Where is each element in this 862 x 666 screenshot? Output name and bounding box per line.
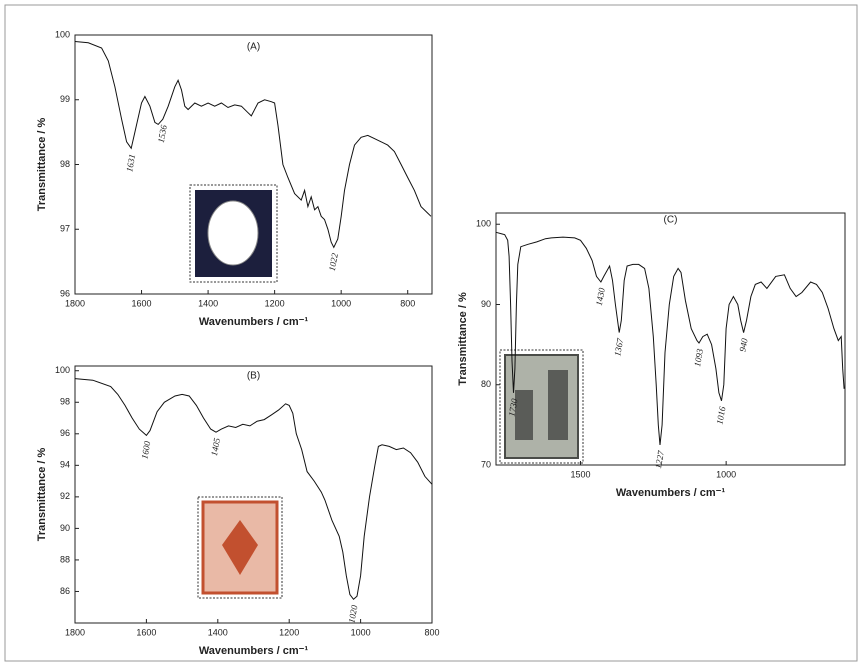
figure-frame: [5, 5, 857, 661]
x-tick-label: 1200: [265, 298, 285, 308]
y-tick-label: 98: [60, 159, 70, 169]
y-tick-label: 70: [481, 459, 491, 469]
y-tick-label: 80: [481, 379, 491, 389]
y-tick-label: 86: [60, 586, 70, 596]
y-tick-label: 94: [60, 460, 70, 470]
x-tick-label: 1000: [331, 298, 351, 308]
y-tick-label: 92: [60, 491, 70, 501]
y-tick-label: 100: [55, 29, 70, 39]
x-tick-label: 1000: [716, 469, 736, 479]
y-tick-label: 97: [60, 224, 70, 234]
panel-title: (B): [247, 371, 260, 382]
y-tick-label: 100: [476, 219, 491, 229]
stamp-b: [198, 497, 282, 598]
x-tick-label: 1400: [198, 298, 218, 308]
x-axis-label: Wavenumbers / cm⁻¹: [199, 316, 309, 328]
x-tick-label: 1800: [65, 298, 85, 308]
x-tick-label: 1600: [132, 298, 152, 308]
panel-title: (C): [664, 215, 678, 226]
panel-title: (A): [247, 42, 260, 53]
x-tick-label: 1400: [208, 627, 228, 637]
x-tick-label: 1500: [570, 469, 590, 479]
y-tick-label: 90: [60, 523, 70, 533]
x-axis-label: Wavenumbers / cm⁻¹: [199, 645, 309, 657]
y-tick-label: 99: [60, 94, 70, 104]
y-tick-label: 90: [481, 299, 491, 309]
y-tick-label: 98: [60, 397, 70, 407]
y-tick-label: 88: [60, 554, 70, 564]
x-tick-label: 1200: [279, 627, 299, 637]
y-axis-label: Transmittance / %: [457, 292, 469, 386]
y-axis-label: Transmittance / %: [36, 448, 48, 542]
y-axis-label: Transmittance / %: [36, 118, 48, 212]
x-tick-label: 1800: [65, 627, 85, 637]
x-axis-label: Wavenumbers / cm⁻¹: [616, 487, 726, 499]
x-tick-label: 1600: [136, 627, 156, 637]
stamp-a: [190, 185, 277, 282]
x-tick-label: 800: [400, 298, 415, 308]
x-tick-label: 800: [424, 627, 439, 637]
y-tick-label: 96: [60, 288, 70, 298]
x-tick-label: 1000: [351, 627, 371, 637]
y-tick-label: 100: [55, 365, 70, 375]
y-tick-label: 96: [60, 428, 70, 438]
figure: 1800 1600 1400 1200 1000 800 96 97 98 99 100 (A) Wav…: [0, 0, 862, 666]
